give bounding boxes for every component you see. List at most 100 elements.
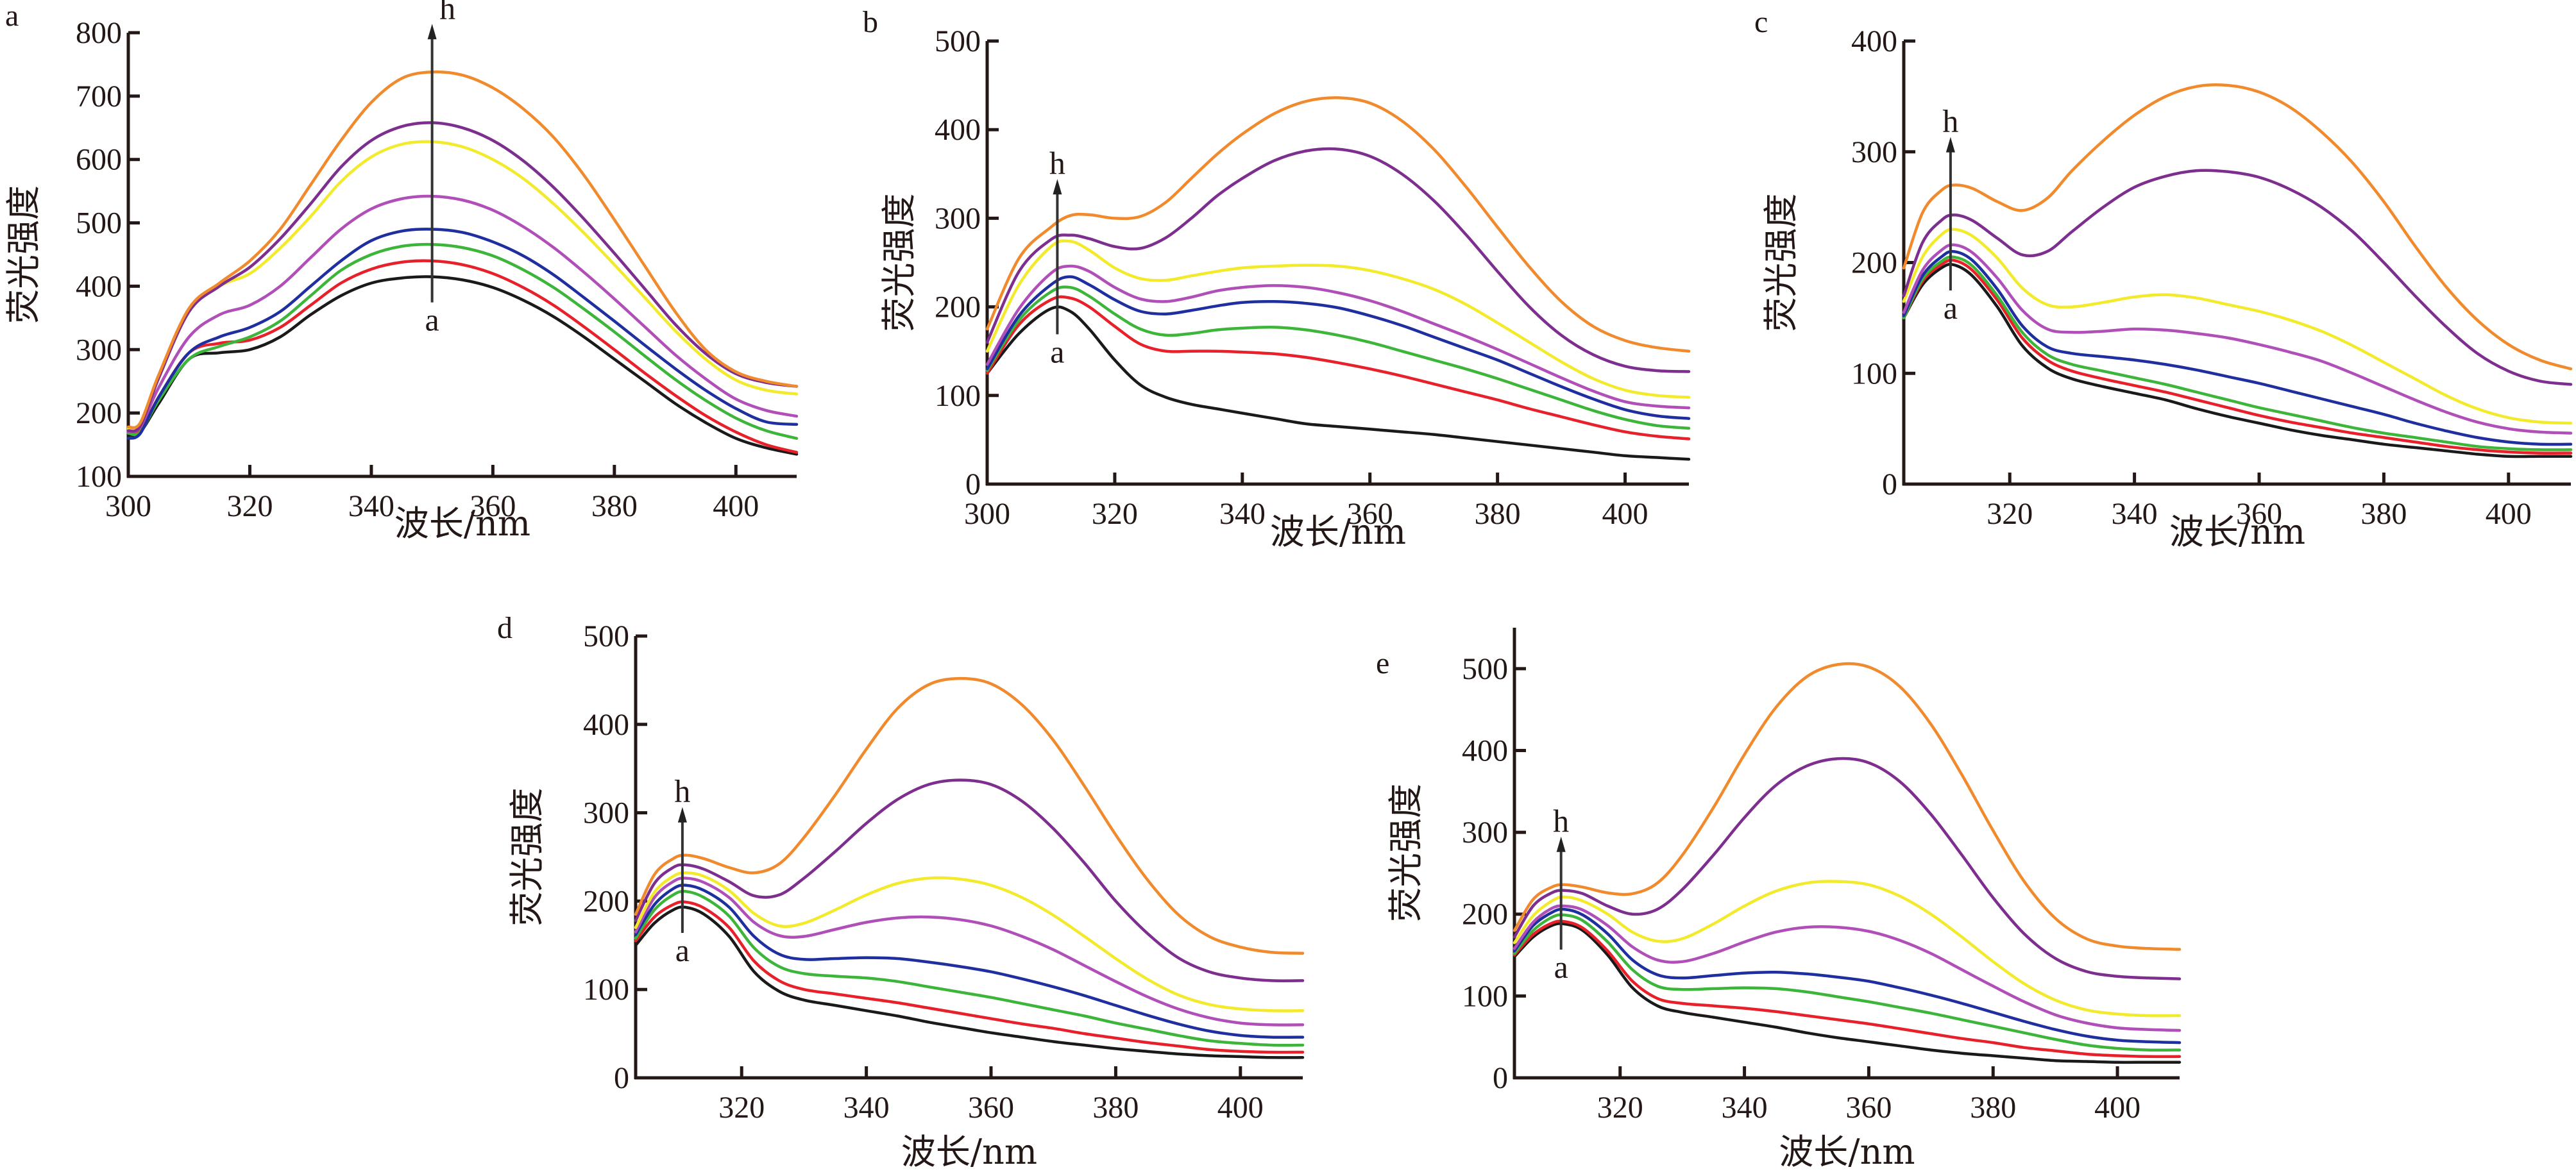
x-tick-label: 400 — [713, 489, 759, 523]
panel-letter: e — [1376, 646, 1389, 680]
annotation-label-end: h — [1553, 803, 1569, 839]
y-tick-label: 700 — [76, 80, 122, 113]
x-axis-title: 波长/nm — [394, 503, 530, 544]
x-tick-label: 380 — [1475, 497, 1521, 531]
panel-a: a 100 200 300 400 500 600 700 800 300 320 340 360 380… — [3, 0, 799, 544]
series-line-f — [1513, 880, 2182, 1018]
series-line-h — [634, 676, 1305, 955]
y-tick-label: 100 — [1851, 356, 1897, 390]
y-tick-label: 200 — [1462, 898, 1508, 932]
x-tick-label: 300 — [105, 489, 151, 523]
x-tick-label: 400 — [2094, 1091, 2140, 1125]
x-tick-label: 380 — [2360, 497, 2407, 531]
x-tick-label: 400 — [2486, 497, 2532, 531]
x-tick-label: 300 — [964, 497, 1010, 531]
x-tick-label: 360 — [470, 489, 516, 523]
x-tick-label: 380 — [1970, 1091, 2016, 1125]
annotation-label-start: a — [1050, 333, 1064, 369]
series-line-e — [1513, 904, 2182, 1032]
y-tick-label: 100 — [1462, 979, 1508, 1013]
y-tick-label: 300 — [583, 796, 629, 830]
annotation-label-start: a — [425, 302, 439, 338]
annotation-label-start: a — [1944, 290, 1958, 326]
series-line-d — [1902, 249, 2573, 446]
series-line-h — [1513, 662, 2182, 951]
x-tick-label: 340 — [1722, 1091, 1768, 1125]
x-tick-label: 380 — [591, 489, 638, 523]
series-line-g — [1902, 169, 2573, 386]
annotation-arrowhead-icon — [1945, 137, 1955, 153]
x-tick-label: 340 — [348, 489, 394, 523]
y-tick-label: 0 — [614, 1061, 629, 1095]
x-tick-label: 320 — [1092, 497, 1138, 531]
y-tick-label: 500 — [935, 24, 981, 58]
y-tick-label: 0 — [1882, 467, 1897, 501]
x-tick-label: 360 — [1347, 497, 1393, 531]
y-tick-label: 800 — [76, 16, 122, 50]
series-line-b — [985, 295, 1691, 440]
series-line-f — [985, 239, 1691, 399]
y-axis-title: 荧光强度 — [507, 788, 547, 927]
series-line-e — [126, 194, 799, 434]
series-line-b — [1513, 919, 2182, 1059]
y-tick-label: 300 — [1851, 135, 1897, 169]
x-tick-label: 320 — [226, 489, 273, 523]
panel-letter: d — [497, 611, 513, 645]
y-tick-label: 100 — [935, 379, 981, 413]
y-tick-label: 300 — [935, 201, 981, 235]
annotation-label-start: a — [1554, 949, 1568, 985]
series-line-a — [634, 905, 1305, 1059]
y-tick-label: 500 — [1462, 652, 1508, 686]
y-tick-label: 200 — [1851, 246, 1897, 280]
x-tick-label: 340 — [2112, 497, 2158, 531]
series-line-c — [1902, 255, 2573, 451]
series-line-a — [1902, 262, 2573, 458]
x-tick-label: 400 — [1602, 497, 1648, 531]
series-line-e — [1902, 243, 2573, 435]
x-axis-title: 波长/nm — [901, 1132, 1037, 1172]
series-line-f — [634, 871, 1305, 1012]
series-line-e — [634, 876, 1305, 1027]
series-line-h — [1902, 83, 2573, 371]
series-line-c — [985, 285, 1691, 430]
y-tick-label: 500 — [583, 619, 629, 653]
annotation-label-end: h — [1049, 145, 1065, 181]
y-axis-title: 荧光强度 — [3, 185, 44, 324]
annotation-label-end: h — [439, 0, 455, 26]
y-tick-label: 200 — [935, 290, 981, 324]
series-line-c — [126, 242, 799, 440]
x-tick-label: 360 — [2236, 497, 2282, 531]
y-tick-label: 400 — [935, 113, 981, 147]
x-tick-label: 360 — [968, 1091, 1014, 1125]
series-line-e — [985, 264, 1691, 410]
y-tick-label: 0 — [965, 467, 981, 501]
series-line-f — [126, 140, 799, 432]
annotation-arrowhead-icon — [1556, 836, 1566, 852]
series-line-c — [634, 889, 1305, 1047]
y-tick-label: 100 — [76, 460, 122, 494]
series-line-g — [126, 121, 799, 433]
series-line-f — [1902, 228, 2573, 425]
panel-e: e 0 100 200 300 400 500 320 340 360 380 400 波长/nm 荧光强… — [1376, 628, 2182, 1172]
annotation-label-end: h — [1942, 103, 1958, 139]
series-line-g — [1513, 757, 2182, 980]
x-axis-title: 波长/nm — [1270, 512, 1406, 552]
y-tick-label: 600 — [76, 143, 122, 177]
x-tick-label: 360 — [1845, 1091, 1892, 1125]
y-tick-label: 100 — [583, 973, 629, 1007]
y-tick-label: 500 — [76, 206, 122, 240]
y-axis-title: 荧光强度 — [879, 194, 919, 332]
series-line-c — [1513, 913, 2182, 1052]
panel-letter: b — [863, 5, 878, 39]
series-line-h — [126, 70, 799, 430]
y-tick-label: 400 — [76, 269, 122, 303]
series-line-a — [126, 275, 799, 456]
panel-d: d 0 100 200 300 400 500 320 340 360 380 400 波长/nm 荧光强… — [497, 611, 1305, 1172]
panel-letter: c — [1754, 5, 1768, 39]
series-line-d — [1513, 907, 2182, 1044]
x-tick-label: 340 — [843, 1091, 890, 1125]
y-tick-label: 400 — [1851, 24, 1897, 58]
y-tick-label: 300 — [1462, 816, 1508, 850]
series-line-d — [126, 228, 799, 440]
y-tick-label: 300 — [76, 333, 122, 367]
